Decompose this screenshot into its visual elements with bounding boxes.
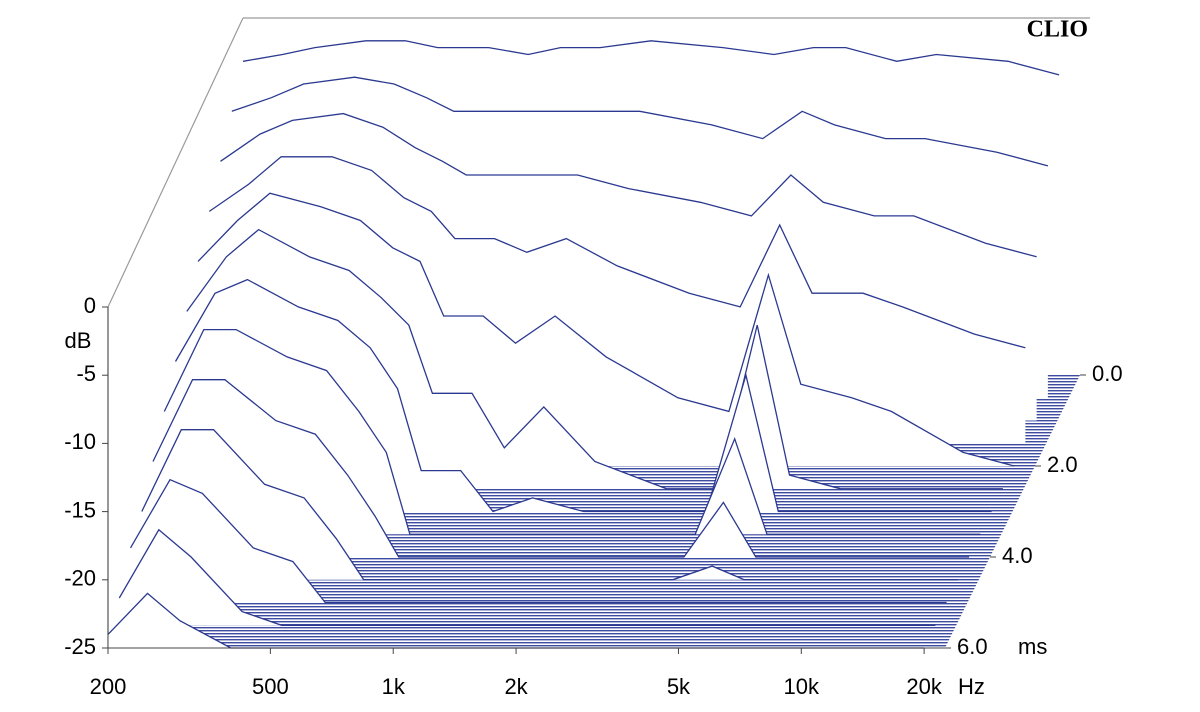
y-tick-label: -15 <box>64 497 96 522</box>
slices <box>107 40 1060 649</box>
x-unit: Hz <box>958 674 985 699</box>
slice-line <box>141 429 958 581</box>
y-tick-label: -20 <box>64 566 96 591</box>
x-tick-label: 20k <box>906 674 942 699</box>
slice-occluder <box>153 379 970 557</box>
slice-line <box>242 40 1060 76</box>
z-tick-label: 2.0 <box>1047 452 1078 477</box>
y-tick-label: -5 <box>76 361 96 386</box>
y-tick-label: 0 <box>84 293 96 318</box>
slice-line <box>186 228 1003 490</box>
x-tick-label: 5k <box>667 674 691 699</box>
z-tick-label: 0.0 <box>1092 361 1123 386</box>
frame-edge <box>107 17 244 308</box>
z-unit: ms <box>1018 634 1047 659</box>
y-unit: dB <box>65 328 92 353</box>
x-tick-label: 500 <box>252 674 289 699</box>
z-tick-label: 6.0 <box>957 634 988 659</box>
slice-occluder <box>164 329 981 535</box>
slice-line <box>152 379 970 558</box>
slice-line <box>208 156 1026 349</box>
axes: 200 500 1k 2k 5k 10k 20k 0 -5 -10 -15 -20 -25 0.0 2.0 4… <box>64 293 1122 699</box>
slice-line <box>163 328 981 535</box>
x-tick-label: 200 <box>90 674 127 699</box>
slice-occluder <box>119 529 936 626</box>
slice-line <box>118 528 936 626</box>
x-tick-label: 1k <box>382 674 406 699</box>
slice-line <box>129 478 947 604</box>
slice-line <box>231 76 1049 167</box>
x-tick-label: 10k <box>784 674 820 699</box>
slice-occluder <box>108 593 925 648</box>
slice-line <box>220 112 1037 258</box>
slice-line <box>197 192 1015 467</box>
x-tick-label: 2k <box>504 674 528 699</box>
y-tick-label: -25 <box>64 634 96 659</box>
slice-line <box>174 278 992 513</box>
watermark: CLIO <box>1027 17 1088 43</box>
z-tick-label: 4.0 <box>1002 543 1033 568</box>
y-tick-label: -10 <box>64 429 96 454</box>
